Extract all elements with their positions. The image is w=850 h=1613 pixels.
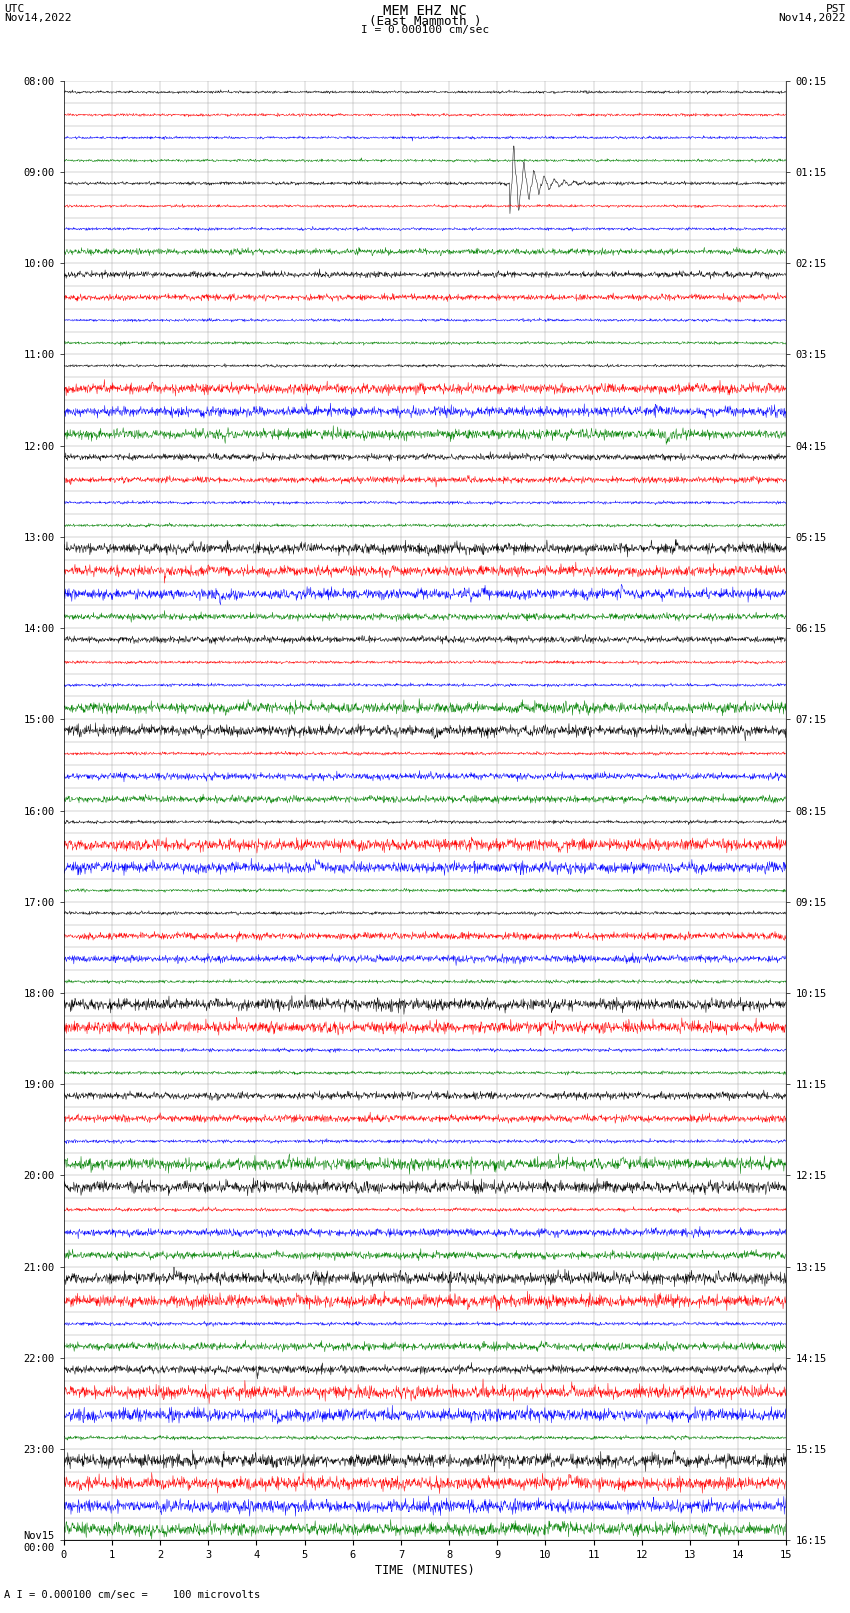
Text: Nov14,2022: Nov14,2022 [779,13,846,23]
Text: (East Mammoth ): (East Mammoth ) [369,15,481,27]
Text: PST: PST [825,5,846,15]
Text: I = 0.000100 cm/sec: I = 0.000100 cm/sec [361,24,489,35]
Text: UTC: UTC [4,5,25,15]
Text: MEM EHZ NC: MEM EHZ NC [383,5,467,18]
Text: A I = 0.000100 cm/sec =    100 microvolts: A I = 0.000100 cm/sec = 100 microvolts [4,1590,260,1600]
X-axis label: TIME (MINUTES): TIME (MINUTES) [375,1565,475,1578]
Text: Nov14,2022: Nov14,2022 [4,13,71,23]
